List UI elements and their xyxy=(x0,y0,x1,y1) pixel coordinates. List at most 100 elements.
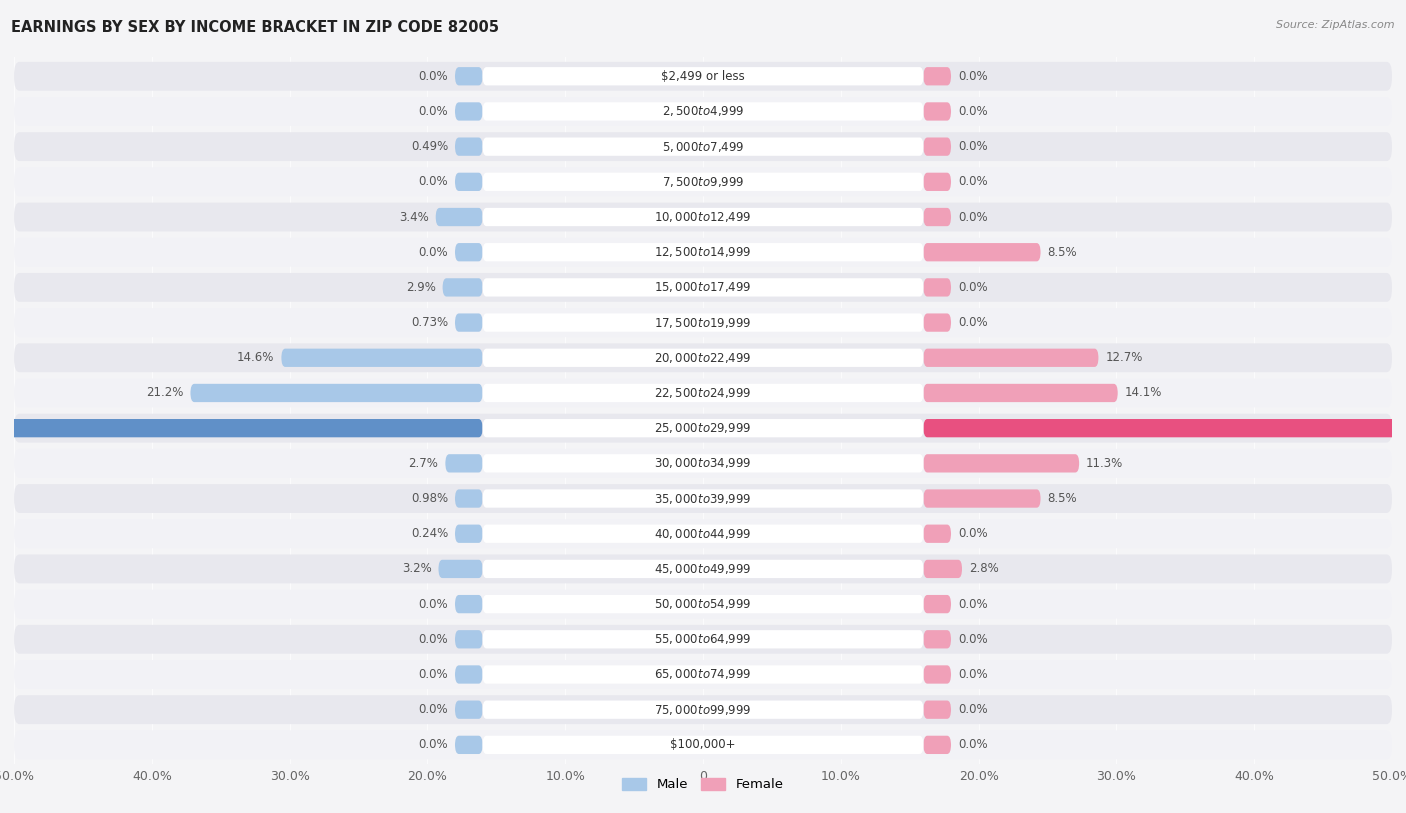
FancyBboxPatch shape xyxy=(456,243,482,261)
FancyBboxPatch shape xyxy=(14,730,1392,759)
FancyBboxPatch shape xyxy=(924,736,950,754)
Legend: Male, Female: Male, Female xyxy=(617,772,789,797)
FancyBboxPatch shape xyxy=(482,349,924,367)
FancyBboxPatch shape xyxy=(482,630,924,649)
Text: 21.2%: 21.2% xyxy=(146,386,184,399)
FancyBboxPatch shape xyxy=(924,489,1040,507)
Text: 0.0%: 0.0% xyxy=(957,176,987,189)
Text: 0.0%: 0.0% xyxy=(957,527,987,540)
Text: $75,000 to $99,999: $75,000 to $99,999 xyxy=(654,702,752,717)
FancyBboxPatch shape xyxy=(14,695,1392,724)
FancyBboxPatch shape xyxy=(924,314,950,332)
FancyBboxPatch shape xyxy=(482,243,924,261)
Text: 2.8%: 2.8% xyxy=(969,563,998,576)
Text: $15,000 to $17,499: $15,000 to $17,499 xyxy=(654,280,752,294)
Text: $65,000 to $74,999: $65,000 to $74,999 xyxy=(654,667,752,681)
FancyBboxPatch shape xyxy=(924,560,962,578)
Text: 3.2%: 3.2% xyxy=(402,563,432,576)
FancyBboxPatch shape xyxy=(482,137,924,156)
FancyBboxPatch shape xyxy=(14,237,1392,267)
FancyBboxPatch shape xyxy=(482,67,924,85)
FancyBboxPatch shape xyxy=(924,384,1118,402)
Text: 0.0%: 0.0% xyxy=(419,176,449,189)
FancyBboxPatch shape xyxy=(0,419,482,437)
FancyBboxPatch shape xyxy=(14,589,1392,619)
Text: 0.0%: 0.0% xyxy=(957,316,987,329)
FancyBboxPatch shape xyxy=(924,208,950,226)
FancyBboxPatch shape xyxy=(482,560,924,578)
FancyBboxPatch shape xyxy=(14,449,1392,478)
Text: 0.0%: 0.0% xyxy=(957,70,987,83)
Text: 0.0%: 0.0% xyxy=(957,738,987,751)
Text: 3.4%: 3.4% xyxy=(399,211,429,224)
Text: $20,000 to $22,499: $20,000 to $22,499 xyxy=(654,350,752,365)
Text: 2.7%: 2.7% xyxy=(409,457,439,470)
Text: 0.0%: 0.0% xyxy=(957,211,987,224)
FancyBboxPatch shape xyxy=(924,102,950,120)
FancyBboxPatch shape xyxy=(482,736,924,754)
Text: 8.5%: 8.5% xyxy=(1047,246,1077,259)
FancyBboxPatch shape xyxy=(14,660,1392,689)
FancyBboxPatch shape xyxy=(14,414,1392,442)
FancyBboxPatch shape xyxy=(924,665,950,684)
Text: EARNINGS BY SEX BY INCOME BRACKET IN ZIP CODE 82005: EARNINGS BY SEX BY INCOME BRACKET IN ZIP… xyxy=(11,20,499,35)
FancyBboxPatch shape xyxy=(14,554,1392,584)
Text: 12.7%: 12.7% xyxy=(1105,351,1143,364)
Text: 0.0%: 0.0% xyxy=(419,668,449,681)
FancyBboxPatch shape xyxy=(456,102,482,120)
Text: $17,500 to $19,999: $17,500 to $19,999 xyxy=(654,315,752,329)
FancyBboxPatch shape xyxy=(14,133,1392,161)
FancyBboxPatch shape xyxy=(456,630,482,649)
FancyBboxPatch shape xyxy=(14,484,1392,513)
Text: 0.0%: 0.0% xyxy=(957,140,987,153)
FancyBboxPatch shape xyxy=(14,379,1392,407)
FancyBboxPatch shape xyxy=(14,202,1392,232)
Text: 0.0%: 0.0% xyxy=(419,105,449,118)
Text: $2,500 to $4,999: $2,500 to $4,999 xyxy=(662,104,744,119)
Text: $50,000 to $54,999: $50,000 to $54,999 xyxy=(654,597,752,611)
FancyBboxPatch shape xyxy=(482,384,924,402)
Text: 0.0%: 0.0% xyxy=(419,246,449,259)
Text: 8.5%: 8.5% xyxy=(1047,492,1077,505)
Text: 0.98%: 0.98% xyxy=(411,492,449,505)
FancyBboxPatch shape xyxy=(924,419,1406,437)
Text: 0.49%: 0.49% xyxy=(411,140,449,153)
FancyBboxPatch shape xyxy=(14,97,1392,126)
FancyBboxPatch shape xyxy=(456,489,482,507)
FancyBboxPatch shape xyxy=(924,630,950,649)
Text: $7,500 to $9,999: $7,500 to $9,999 xyxy=(662,175,744,189)
FancyBboxPatch shape xyxy=(456,701,482,719)
Text: $30,000 to $34,999: $30,000 to $34,999 xyxy=(654,456,752,471)
FancyBboxPatch shape xyxy=(443,278,482,297)
FancyBboxPatch shape xyxy=(482,524,924,543)
FancyBboxPatch shape xyxy=(924,454,1080,472)
Text: $22,500 to $24,999: $22,500 to $24,999 xyxy=(654,386,752,400)
FancyBboxPatch shape xyxy=(482,208,924,226)
Text: $5,000 to $7,499: $5,000 to $7,499 xyxy=(662,140,744,154)
Text: $45,000 to $49,999: $45,000 to $49,999 xyxy=(654,562,752,576)
Text: Source: ZipAtlas.com: Source: ZipAtlas.com xyxy=(1277,20,1395,30)
Text: 0.0%: 0.0% xyxy=(957,105,987,118)
FancyBboxPatch shape xyxy=(924,137,950,156)
FancyBboxPatch shape xyxy=(482,454,924,472)
FancyBboxPatch shape xyxy=(456,595,482,613)
FancyBboxPatch shape xyxy=(924,243,1040,261)
Text: 0.24%: 0.24% xyxy=(411,527,449,540)
FancyBboxPatch shape xyxy=(482,102,924,120)
Text: $40,000 to $44,999: $40,000 to $44,999 xyxy=(654,527,752,541)
FancyBboxPatch shape xyxy=(482,314,924,332)
FancyBboxPatch shape xyxy=(190,384,482,402)
Text: 0.0%: 0.0% xyxy=(419,70,449,83)
FancyBboxPatch shape xyxy=(482,489,924,507)
FancyBboxPatch shape xyxy=(456,137,482,156)
FancyBboxPatch shape xyxy=(446,454,482,472)
FancyBboxPatch shape xyxy=(456,665,482,684)
Text: 14.1%: 14.1% xyxy=(1125,386,1161,399)
FancyBboxPatch shape xyxy=(482,278,924,297)
Text: 0.0%: 0.0% xyxy=(419,738,449,751)
FancyBboxPatch shape xyxy=(482,701,924,719)
FancyBboxPatch shape xyxy=(482,172,924,191)
FancyBboxPatch shape xyxy=(14,273,1392,302)
FancyBboxPatch shape xyxy=(436,208,482,226)
FancyBboxPatch shape xyxy=(482,665,924,684)
